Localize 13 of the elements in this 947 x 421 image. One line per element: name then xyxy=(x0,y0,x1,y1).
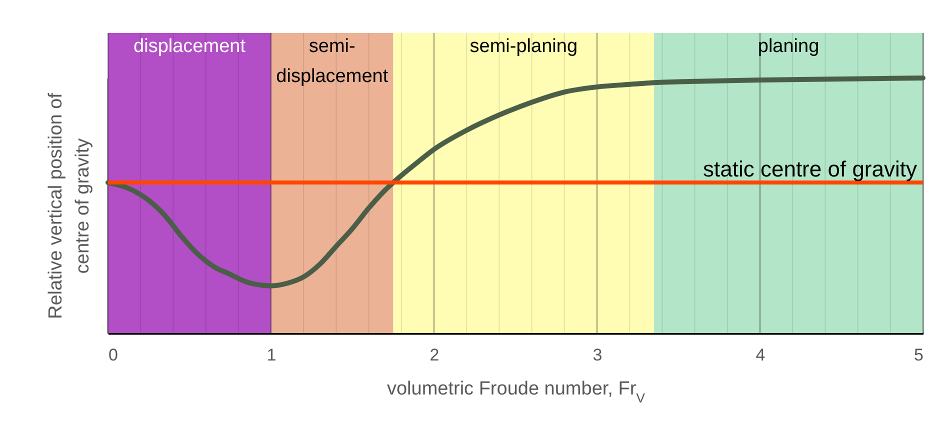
ref-line-label: static centre of gravity xyxy=(703,156,917,182)
x-tick-label: 4 xyxy=(756,346,766,364)
x-tick-label: 5 xyxy=(914,346,924,364)
band-label: planing xyxy=(758,36,820,57)
band-label: semi-displacement xyxy=(276,36,389,87)
band-label: semi-planing xyxy=(470,36,578,57)
x-tick-label: 3 xyxy=(592,346,602,364)
band-label: displacement xyxy=(134,36,246,57)
x-tick-label: 1 xyxy=(266,346,276,364)
x-tick-label: 0 xyxy=(108,346,118,364)
x-tick-label: 2 xyxy=(430,346,440,364)
y-axis-title: Relative vertical position of centre of gravity xyxy=(46,92,94,319)
x-axis-title: volumetric Froude number, Fr$_{V}$ xyxy=(386,378,646,405)
